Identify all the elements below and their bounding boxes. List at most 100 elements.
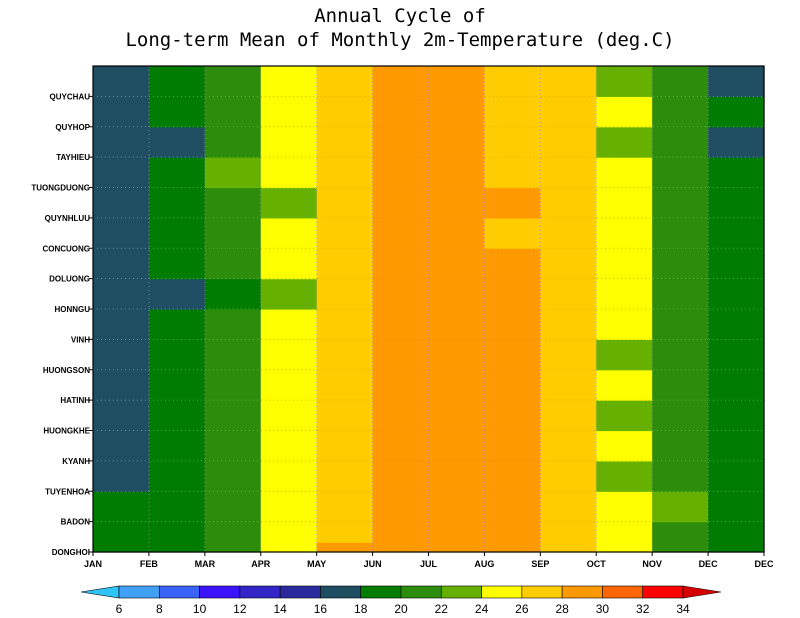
colorbar-box	[360, 585, 402, 599]
y-tick-label: KYANH	[62, 457, 90, 466]
heatmap-cell	[204, 400, 262, 432]
heatmap-cell	[204, 187, 262, 219]
x-tick-label: SEP	[531, 559, 549, 569]
colorbar-label: 22	[435, 602, 449, 616]
heatmap-cell	[260, 66, 318, 97]
heatmap-cell	[596, 248, 653, 280]
grid-lines	[93, 66, 764, 552]
y-tick-label: QUYHOP	[55, 123, 90, 132]
heatmap-cell	[148, 248, 206, 280]
heatmap-cell	[540, 66, 597, 97]
heatmap-cell	[260, 339, 318, 371]
heatmap-cell	[708, 491, 765, 523]
heatmap-cell	[316, 96, 374, 128]
heatmap-cell	[260, 309, 318, 340]
heatmap-cell	[652, 217, 709, 249]
heatmap-cell	[372, 521, 430, 553]
colorbar-label: 16	[314, 602, 328, 616]
heatmap-cell	[148, 66, 206, 97]
heatmap-cell	[204, 157, 262, 189]
heatmap-cell	[540, 278, 597, 310]
heatmap-cell	[372, 400, 430, 432]
colorbar-label: 26	[515, 602, 529, 616]
heatmap-cell	[372, 126, 430, 158]
y-tick-label: DOLUONG	[49, 275, 90, 284]
heatmap-cell	[708, 369, 765, 401]
heatmap-cell	[204, 339, 262, 371]
heatmap-cell	[652, 491, 709, 523]
heatmap-cell	[93, 248, 150, 280]
heatmap-cell	[540, 217, 597, 249]
heatmap-cell	[708, 309, 765, 340]
heatmap-cell	[708, 217, 765, 249]
heatmap-cell	[428, 248, 486, 280]
heatmap-cell	[260, 400, 318, 432]
heatmap-cell	[260, 369, 318, 401]
heatmap-cell	[260, 217, 318, 249]
x-tick-label: DEC	[754, 559, 774, 569]
heatmap-cell	[596, 400, 653, 432]
heatmap-cells	[93, 66, 765, 553]
heatmap-cell	[93, 309, 150, 340]
heatmap-cell	[204, 430, 262, 462]
y-tick-label: TUYENHOA	[45, 487, 90, 496]
heatmap-cell	[484, 126, 541, 158]
heatmap-cell	[708, 157, 765, 189]
heatmap-cell	[484, 248, 541, 280]
y-tick-label: HONNGU	[54, 305, 90, 314]
colorbar-label: 6	[116, 602, 123, 616]
heatmap-cell	[596, 460, 653, 492]
heatmap-cell	[260, 521, 318, 553]
heatmap-cell	[596, 309, 653, 340]
colorbar-box	[400, 585, 442, 599]
heatmap-cell	[540, 309, 597, 340]
heatmap-cell	[93, 278, 150, 310]
y-tick-label: CONCUONG	[42, 244, 90, 253]
heatmap-cell	[93, 187, 150, 219]
chart-title-line-1: Annual Cycle of	[314, 5, 486, 27]
heatmap-cell	[540, 157, 597, 189]
x-tick-label: MAR	[195, 559, 216, 569]
heatmap-cell	[93, 430, 150, 462]
heatmap-cell	[316, 491, 374, 523]
y-tick-label: HATINH	[60, 396, 90, 405]
heatmap-cell	[540, 187, 597, 219]
colorbar-label: 12	[233, 602, 247, 616]
colorbar-box	[481, 585, 523, 599]
colorbar-box	[199, 585, 241, 599]
heatmap-cell	[484, 400, 541, 432]
heatmap-cell	[372, 96, 430, 128]
heatmap-cell	[372, 187, 430, 219]
heatmap-cell	[316, 217, 374, 249]
heatmap-cell	[652, 369, 709, 401]
colorbar-label: 32	[636, 602, 650, 616]
heatmap-cell	[316, 278, 374, 310]
heatmap-cell	[596, 430, 653, 462]
heatmap-cell	[652, 339, 709, 371]
heatmap-cell	[93, 96, 150, 128]
heatmap-cell	[596, 66, 653, 97]
heatmap-cell	[316, 369, 374, 401]
heatmap-cell	[204, 309, 262, 340]
heatmap-cell	[260, 491, 318, 523]
heatmap-cell	[204, 66, 262, 97]
heatmap-cell	[372, 278, 430, 310]
heatmap-cell	[93, 460, 150, 492]
heatmap-cell	[93, 369, 150, 401]
heatmap-cell	[708, 278, 765, 310]
heatmap-cell	[260, 187, 318, 219]
heatmap-cell	[372, 460, 430, 492]
heatmap-cell	[708, 126, 765, 158]
heatmap-cell	[484, 339, 541, 371]
heatmap-cell	[484, 96, 541, 128]
heatmap-cell	[596, 339, 653, 371]
colorbar: 6 8 10 12 14 16 18 20 22 24 26 28 30 32 34	[80, 585, 722, 616]
heatmap-cell	[708, 430, 765, 462]
heatmap-cell	[596, 491, 653, 523]
heatmap-cell	[708, 66, 765, 97]
colorbar-box	[158, 585, 200, 599]
heatmap-cell	[372, 369, 430, 401]
heatmap-cell	[428, 400, 486, 432]
heatmap-cell	[708, 339, 765, 371]
heatmap-cell	[484, 157, 541, 189]
